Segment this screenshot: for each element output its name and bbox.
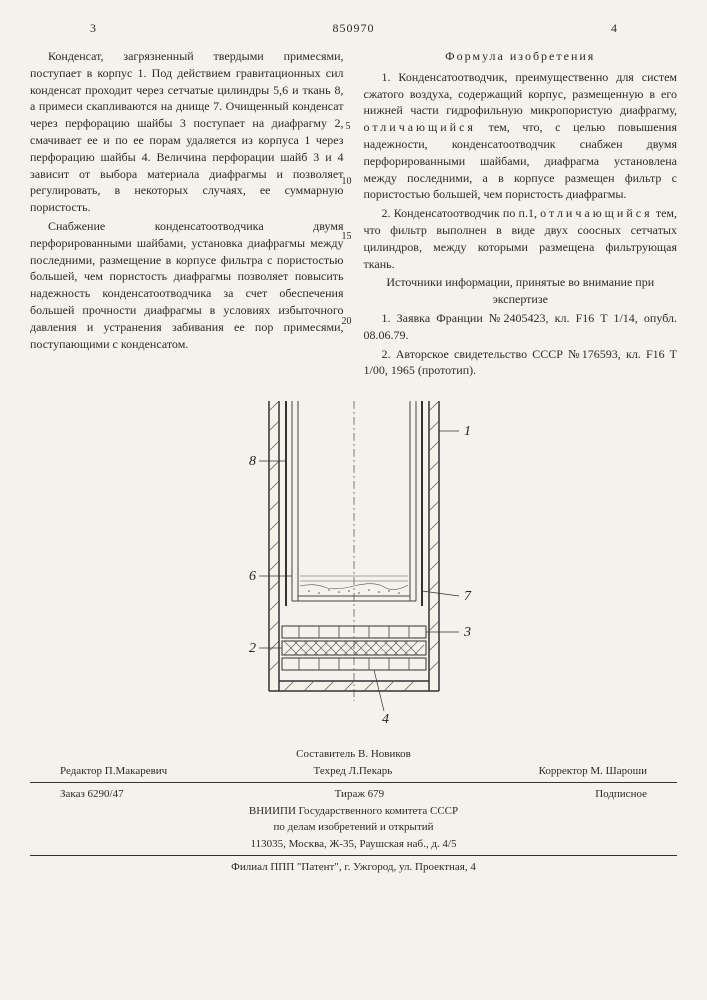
page-number-left: 3: [90, 20, 96, 37]
editor-row: Редактор П.Макаревич Техред Л.Пекарь Кор…: [30, 763, 677, 780]
technical-figure: 1 7 8 6 2 3 4: [224, 401, 484, 731]
org-line-1: ВНИИПИ Государственного комитета СССР: [30, 803, 677, 820]
editor: Редактор П.Макаревич: [60, 763, 167, 780]
description-para-2: Снабжение конденсатоотводчика двумя перф…: [30, 218, 344, 352]
fig-label-8: 8: [249, 454, 256, 469]
podpisnoe: Подписное: [595, 786, 647, 803]
order-number: Заказ 6290/47: [60, 786, 124, 803]
claim-2: 2. Конденсатоотводчик по п.1, отличающий…: [364, 205, 678, 272]
claims-title: Формула изобретения: [364, 48, 678, 65]
sources-title: Источники информации, принятые во вниман…: [364, 274, 678, 308]
claim-1-a: 1. Конденсатоотводчик, преимущественно д…: [364, 70, 678, 118]
address-2: Филиал ППП "Патент", г. Ужгород, ул. Про…: [30, 859, 677, 876]
claim-1-spaced: отличающийся: [364, 120, 476, 134]
compiler-line: Составитель В. Новиков: [30, 746, 677, 763]
imprint-footer: Составитель В. Новиков Редактор П.Макаре…: [30, 746, 677, 876]
line-number: 5: [346, 120, 351, 134]
line-number: 10: [342, 175, 352, 189]
fig-label-3: 3: [463, 625, 471, 640]
page-number-right: 4: [611, 20, 617, 37]
right-column: Формула изобретения 1. Конденсатоотводчи…: [364, 48, 678, 381]
corrector: Корректор М. Шароши: [539, 763, 647, 780]
body-text-wrap: 5 10 15 20 Конденсат, загрязненный тверд…: [30, 48, 677, 381]
claim-2-spaced: отличающийся: [540, 206, 652, 220]
claim-1: 1. Конденсатоотводчик, преимущественно д…: [364, 69, 678, 203]
order-row: Заказ 6290/47 Тираж 679 Подписное: [30, 786, 677, 803]
fig-label-2: 2: [249, 641, 256, 656]
address-1: 113035, Москва, Ж-35, Раушская наб., д. …: [30, 836, 677, 853]
fig-label-6: 6: [249, 569, 256, 584]
claim-2-a: 2. Конденсатоотводчик по п.1,: [382, 206, 541, 220]
org-line-2: по делам изобретений и открытий: [30, 819, 677, 836]
two-column-layout: Конденсат, загрязненный твердыми примеся…: [30, 48, 677, 381]
line-number: 15: [342, 230, 352, 244]
fig-label-4: 4: [382, 712, 389, 727]
description-para-1: Конденсат, загрязненный твердыми примеся…: [30, 48, 344, 216]
tirazh: Тираж 679: [335, 786, 385, 803]
source-1: 1. Заявка Франции №2405423, кл. F16 T 1/…: [364, 310, 678, 344]
document-number: 850970: [333, 20, 375, 37]
page-header: 3 850970 4: [30, 20, 677, 40]
line-number: 20: [342, 315, 352, 329]
left-column: Конденсат, загрязненный твердыми примеся…: [30, 48, 344, 381]
fig-label-1: 1: [464, 424, 471, 439]
tech-editor: Техред Л.Пекарь: [314, 763, 393, 780]
fig-label-7: 7: [464, 589, 472, 604]
source-2: 2. Авторское свидетельство СССР №176593,…: [364, 346, 678, 380]
